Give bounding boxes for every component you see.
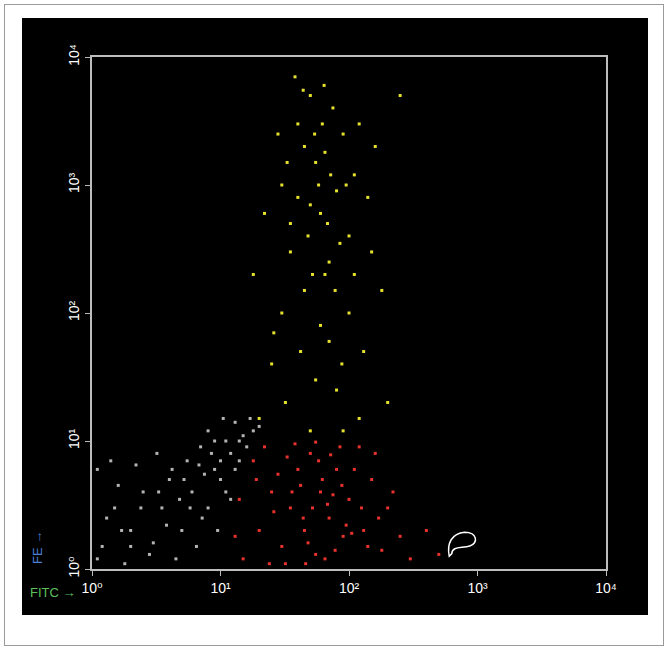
svg-text:10¹: 10¹ bbox=[66, 428, 82, 449]
svg-text:10⁰: 10⁰ bbox=[81, 580, 103, 596]
svg-text:10³: 10³ bbox=[467, 580, 488, 596]
svg-text:FE →: FE → bbox=[30, 531, 45, 564]
svg-text:10³: 10³ bbox=[66, 172, 82, 193]
svg-text:10²: 10² bbox=[66, 300, 82, 321]
svg-text:10⁴: 10⁴ bbox=[66, 44, 82, 66]
svg-text:10⁰: 10⁰ bbox=[66, 556, 82, 578]
svg-text:FITC →: FITC → bbox=[30, 585, 76, 600]
svg-text:10¹: 10¹ bbox=[210, 580, 231, 596]
svg-text:10²: 10² bbox=[339, 580, 360, 596]
svg-text:10⁴: 10⁴ bbox=[595, 580, 617, 596]
